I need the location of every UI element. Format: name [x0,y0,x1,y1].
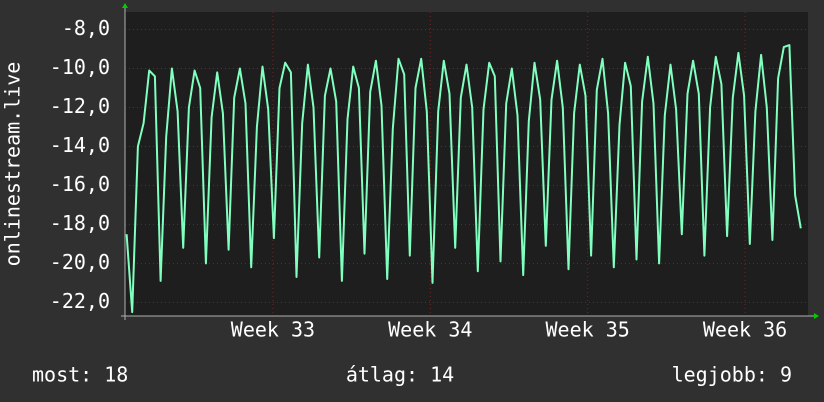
x-tick-label: Week 33 [231,318,315,342]
y-tick-label: -10,0 [50,55,110,79]
x-tick-label: Week 35 [546,318,630,342]
y-tick-label: -22,0 [50,289,110,313]
data-line [125,44,802,314]
y-tick-label: -8,0 [62,16,110,40]
footer-average: átlag: 14 [346,363,454,387]
y-tick-label: -14,0 [50,133,110,157]
y-tick-label: -18,0 [50,211,110,235]
y-axis-label: onlinestream.live [1,62,25,267]
footer-current: most: 18 [32,363,128,387]
plot-area [125,12,808,316]
y-tick-label: -12,0 [50,94,110,118]
y-tick-label: -20,0 [50,250,110,274]
y-tick-label: -16,0 [50,172,110,196]
x-tick-label: Week 36 [703,318,787,342]
x-tick-label: Week 34 [388,318,472,342]
footer-best: legjobb: 9 [672,363,792,387]
x-axis-arrow [814,313,819,319]
y-axis-arrow [122,3,128,8]
